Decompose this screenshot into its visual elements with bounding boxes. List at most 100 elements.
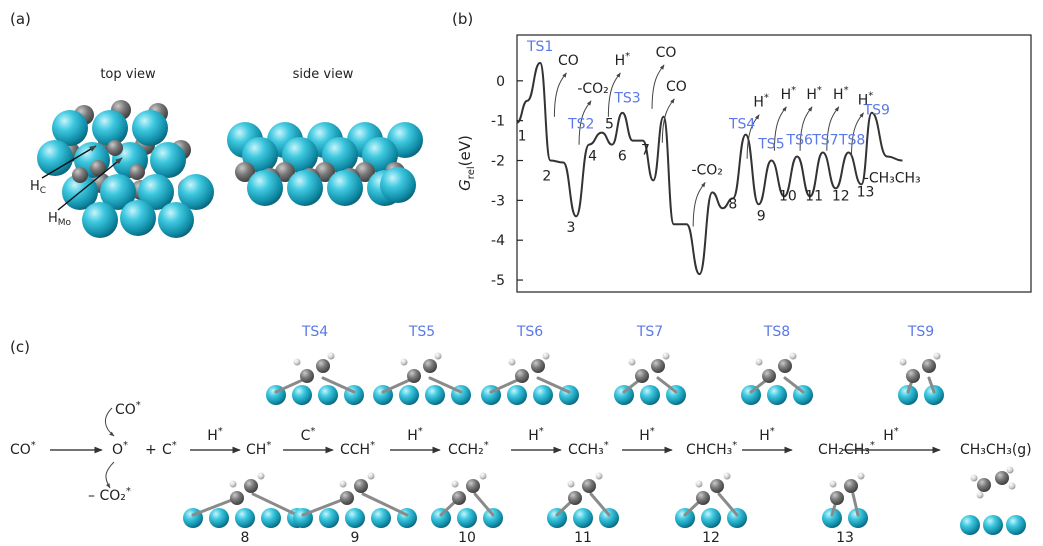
carbon-atom	[407, 369, 421, 383]
mo-atom	[767, 385, 787, 405]
ts-label: TS1	[526, 39, 553, 55]
carbon-atom	[922, 359, 936, 373]
y-tick-label: -3	[491, 193, 505, 209]
species-o: O*	[112, 440, 128, 458]
ts-structure	[614, 352, 686, 405]
mo-atom	[457, 508, 477, 528]
mo-atom	[37, 140, 73, 176]
carbon-atom	[531, 359, 545, 373]
y-tick-label: 0	[496, 74, 505, 90]
hydrogen-atom	[508, 358, 516, 366]
ts-label: TS5	[757, 137, 784, 153]
bond	[589, 492, 611, 517]
state-structure	[547, 472, 619, 528]
state-label: 8	[728, 196, 737, 212]
state-number: 11	[574, 530, 592, 546]
state-label: 7	[641, 143, 650, 159]
ts-label: TS4	[728, 117, 755, 133]
y-tick-label: -2	[491, 154, 505, 170]
hydrogen-atom	[789, 352, 797, 360]
state-label: 5	[605, 117, 614, 133]
carbon-atom	[90, 160, 106, 176]
hydrogen-atom	[1006, 466, 1014, 474]
carbon-atom	[423, 359, 437, 373]
state-structure	[183, 472, 307, 528]
carbon-atom	[244, 479, 258, 493]
ts-label: TS6	[786, 133, 813, 149]
hydrogen-atom	[970, 474, 978, 482]
mo-atom	[599, 508, 619, 528]
mo-atom	[822, 508, 842, 528]
state-structure	[293, 472, 417, 528]
ts-label: TS3	[613, 91, 640, 107]
hydrogen-atom	[695, 480, 703, 488]
y-tick-label: -5	[491, 273, 505, 289]
species-label: CH₂CH₃*	[818, 440, 875, 458]
hydrogen-atom	[899, 358, 907, 366]
mo-atom	[132, 110, 168, 146]
arrow-label: H*	[207, 426, 223, 444]
annotation-arrow	[578, 100, 592, 145]
mo-atom	[209, 508, 229, 528]
ts-structure	[266, 352, 364, 405]
mo-atom	[138, 174, 174, 210]
panel-c: TS4 TS5 TS6 TS7 TS8 TS9 8 9 10 11 12 13 CO* O* CO* – …	[10, 324, 1032, 546]
side-view-label: side view	[293, 67, 354, 82]
carbon-atom	[830, 491, 844, 505]
species-c: C*	[162, 440, 177, 458]
bond	[536, 376, 571, 394]
ts-label: TS9	[863, 103, 890, 119]
carbon-atom	[466, 479, 480, 493]
state-label: 2	[542, 168, 551, 184]
mo-atom	[727, 508, 747, 528]
annotation-label: H*	[753, 93, 769, 111]
h-c-pointer	[41, 145, 97, 179]
carbon-atom	[778, 359, 792, 373]
carbon-atom	[844, 479, 858, 493]
mo-atom	[178, 174, 214, 210]
mo-atom	[82, 202, 118, 238]
carbon-atom	[315, 162, 335, 182]
carbon-atom	[340, 491, 354, 505]
annotation-label: H*	[781, 85, 797, 103]
mo-atom	[247, 170, 283, 206]
ts-structure-label: TS8	[763, 324, 790, 340]
annotation-label: CO	[666, 79, 687, 95]
species-label: CCH₃*	[568, 440, 609, 458]
mo-atom	[507, 385, 527, 405]
carbon-atom	[977, 478, 991, 492]
species-label: CH₃CH₃(g)	[960, 442, 1032, 458]
mo-atom	[1006, 515, 1026, 535]
plot-frame	[516, 34, 1032, 293]
annotation-arrow	[850, 112, 864, 157]
panel-a-label: (a)	[10, 10, 31, 28]
state-label: 10	[779, 188, 797, 204]
y-tick-label: -1	[491, 114, 505, 130]
ts-structure-label: TS5	[408, 324, 435, 340]
ts-structures-row: TS4 TS5 TS6 TS7 TS8 TS9	[266, 324, 944, 405]
annotation-label: CO	[558, 53, 579, 69]
mo-atom	[120, 200, 156, 236]
top-view-slab	[37, 100, 214, 238]
annotations: CO -CO₂ H* CO CO -CO₂ H* H* H* H* H* -CH₃CH₃	[558, 45, 921, 187]
mo-atom	[701, 508, 721, 528]
annotation-label: -CH₃CH₃	[864, 170, 921, 186]
carbon-atom	[129, 164, 145, 180]
mo-atom	[848, 508, 868, 528]
state-structures-row: 8 9 10 11 12 13	[183, 466, 1026, 546]
carbon-atom	[568, 491, 582, 505]
hydrogen-atom	[339, 480, 347, 488]
mo-atom	[150, 142, 186, 178]
mo-atom	[287, 170, 323, 206]
arrow-label: H*	[528, 426, 544, 444]
ts-label: TS7	[811, 133, 838, 149]
bond	[428, 376, 463, 394]
hydrogen-atom	[723, 472, 731, 480]
species-label: CCH*	[340, 440, 375, 458]
annotation-arrow	[746, 114, 760, 159]
hydrogen-atom	[257, 472, 265, 480]
annotation-label: CO	[656, 45, 677, 61]
annotation-arrows	[553, 64, 864, 227]
ts-structure	[741, 352, 813, 405]
